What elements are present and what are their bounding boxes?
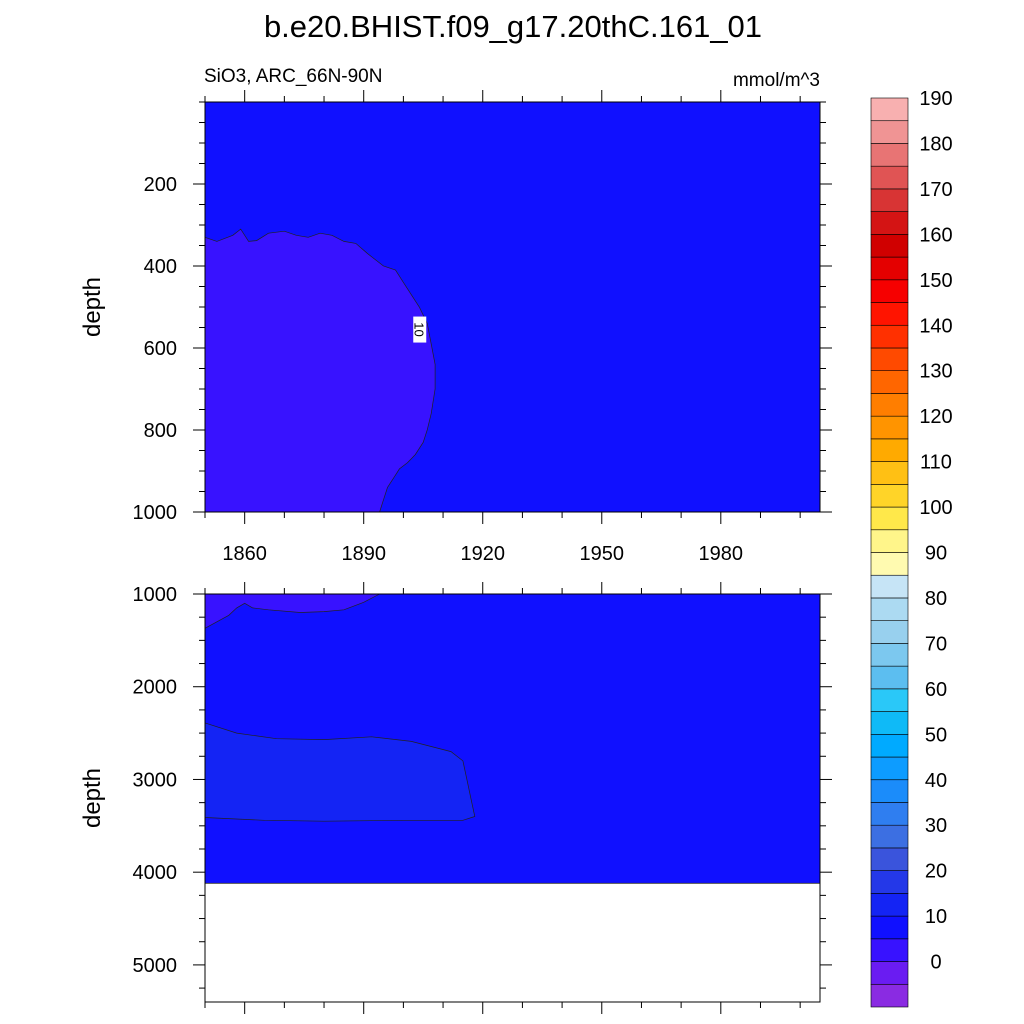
lower-panel: 1000 2000 3000 4000 5000 depth [79, 582, 832, 1014]
colorbar-swatch [870, 733, 909, 758]
colorbar-label: 100 [919, 497, 952, 519]
upper-panel: 10 200 400 600 800 1000 1860 1890 1920 1950 1980 de… [79, 90, 832, 565]
colorbar-swatch [870, 620, 909, 644]
contour-background [205, 594, 820, 884]
y-tick-label: 2000 [133, 677, 178, 699]
colorbar-swatch [870, 188, 909, 212]
chart-subtitle-units: mmol/m^3 [733, 70, 820, 91]
colorbar-swatch [870, 961, 909, 985]
colorbar-swatch [870, 824, 909, 849]
contour-label: 10 [411, 322, 426, 336]
x-tick-label: 1860 [222, 543, 267, 565]
colorbar-swatch [870, 347, 909, 372]
colorbar-label: 120 [919, 406, 952, 428]
colorbar-swatch [870, 370, 909, 394]
colorbar-label: 50 [925, 724, 947, 746]
colorbar-swatch [870, 461, 909, 485]
colorbar-swatch [870, 256, 909, 281]
y-tick-label: 1000 [133, 584, 178, 606]
colorbar-label: 140 [919, 315, 952, 337]
colorbar-swatch [870, 143, 909, 167]
colorbar-label: 180 [919, 133, 952, 155]
colorbar-swatch [870, 893, 909, 917]
colorbar-swatch [870, 870, 909, 894]
colorbar-swatch [870, 711, 909, 735]
colorbar-swatch [870, 165, 909, 190]
y-axis-label: depth [79, 768, 106, 828]
colorbar-label: 10 [925, 906, 947, 928]
colorbar-swatch [870, 779, 909, 803]
colorbar-swatch [870, 438, 909, 462]
y-tick-label: 800 [144, 420, 177, 442]
colorbar-label: 110 [920, 452, 952, 474]
x-tick-label: 1890 [341, 543, 386, 565]
colorbar-swatch [870, 802, 909, 826]
colorbar-label: 190 [919, 88, 952, 110]
colorbar-swatch [870, 393, 909, 417]
colorbar-label: 90 [925, 543, 947, 565]
y-axis-label: depth [79, 277, 106, 337]
x-tick-label: 1950 [580, 543, 625, 565]
colorbar-swatch [870, 529, 909, 553]
y-tick-label: 600 [144, 338, 177, 360]
colorbar-swatch [870, 847, 909, 871]
contour-label-box [413, 316, 427, 343]
x-tick-label: 1980 [699, 543, 744, 565]
colorbar-label: 30 [925, 815, 947, 837]
colorbar-swatch [870, 983, 909, 1008]
colorbar-swatch [870, 597, 909, 621]
colorbar-swatch [870, 120, 909, 144]
contour-region-5-10 [204, 228, 436, 513]
chart-subtitle-variable: SiO3, ARC_66N-90N [204, 66, 382, 87]
colorbar: 0 10 20 30 40 50 60 70 80 90 100 110 120 130 140 150 160… [870, 88, 953, 1008]
colorbar-swatch [870, 915, 909, 940]
colorbar-swatch [870, 324, 909, 349]
colorbar-label: 0 [930, 952, 941, 974]
colorbar-swatch [870, 665, 909, 690]
colorbar-swatch [870, 234, 909, 258]
colorbar-swatch [870, 574, 909, 599]
colorbar-swatch [870, 279, 909, 303]
colorbar-label: 170 [919, 179, 952, 201]
colorbar-label: 130 [919, 361, 952, 383]
y-tick-label: 400 [144, 256, 177, 278]
y-tick-label: 4000 [133, 862, 178, 884]
colorbar-swatch [870, 302, 909, 326]
colorbar-label: 60 [925, 679, 947, 701]
colorbar-swatch [870, 211, 909, 235]
colorbar-label: 70 [925, 633, 947, 655]
colorbar-swatch [870, 506, 909, 531]
y-tick-label: 3000 [133, 769, 178, 791]
colorbar-swatch [870, 415, 909, 440]
colorbar-swatch [870, 97, 909, 122]
chart-title: b.e20.BHIST.f09_g17.20thC.161_01 [264, 9, 762, 44]
colorbar-label: 160 [919, 224, 952, 246]
contour-region-15-20 [204, 722, 476, 822]
colorbar-swatch [870, 484, 909, 508]
plot-frame [204, 593, 821, 1003]
colorbar-swatch [870, 756, 909, 781]
colorbar-swatch [870, 643, 909, 667]
colorbar-label: 20 [925, 861, 947, 883]
colorbar-label: 80 [925, 588, 947, 610]
colorbar-label: 150 [919, 270, 952, 292]
y-tick-label: 200 [144, 174, 177, 196]
colorbar-swatch [870, 688, 909, 712]
contour-region-5-10 [204, 593, 380, 629]
colorbar-swatch [870, 938, 909, 962]
y-tick-label: 1000 [133, 502, 178, 524]
x-tick-label: 1920 [460, 543, 505, 565]
y-tick-label: 5000 [133, 955, 178, 977]
colorbar-label: 40 [925, 770, 947, 792]
colorbar-swatch [870, 552, 909, 576]
